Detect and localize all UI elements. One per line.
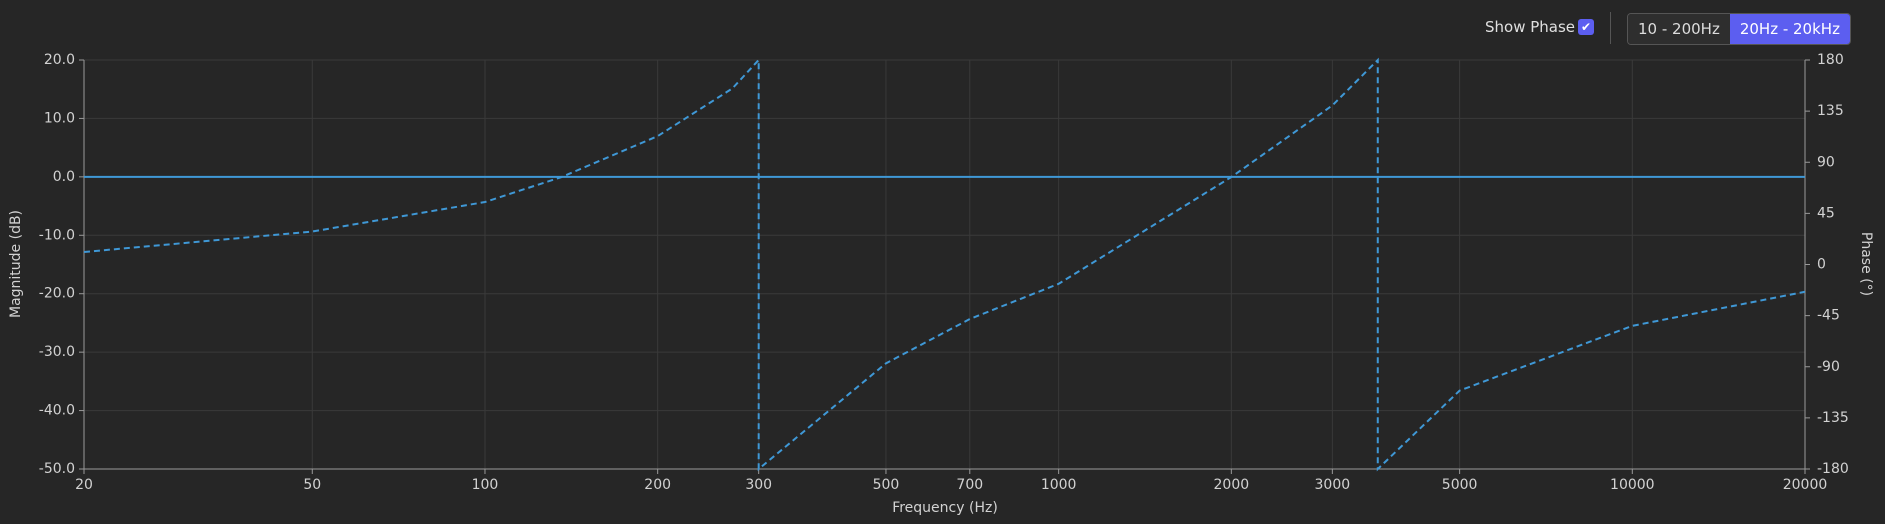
y2-tick-label: 135 xyxy=(1817,103,1844,119)
y-tick-label: 10.0 xyxy=(44,110,75,126)
y-tick-label: 20.0 xyxy=(44,52,75,68)
y-tick-label: -50.0 xyxy=(39,461,75,477)
x-tick-label: 100 xyxy=(472,477,499,493)
y-tick-label: -30.0 xyxy=(39,344,75,360)
x-tick-label: 200 xyxy=(644,477,671,493)
y-tick-label: -20.0 xyxy=(39,286,75,302)
y2-tick-label: -135 xyxy=(1817,410,1849,426)
y2-tick-label: 90 xyxy=(1817,154,1835,170)
y2-tick-label: 0 xyxy=(1817,257,1826,273)
divider xyxy=(1610,12,1611,44)
x-tick-label: 20000 xyxy=(1783,477,1828,493)
x-tick-label: 2000 xyxy=(1214,477,1250,493)
x-tick-label: 700 xyxy=(956,477,983,493)
x-tick-label: 1000 xyxy=(1041,477,1077,493)
range-button[interactable]: 10 - 200Hz xyxy=(1628,14,1730,44)
show-phase-checkbox[interactable]: ✔ xyxy=(1578,19,1594,35)
y2-tick-label: 45 xyxy=(1817,205,1835,221)
y2-axis-label: Phase (°) xyxy=(1858,232,1874,296)
range-toggle: 10 - 200Hz 20Hz - 20kHz xyxy=(1627,13,1851,45)
x-axis-label: Frequency (Hz) xyxy=(892,500,998,516)
x-tick-label: 5000 xyxy=(1442,477,1478,493)
y2-tick-label: 180 xyxy=(1817,52,1844,68)
y-tick-label: 0.0 xyxy=(53,169,75,185)
y2-tick-label: -180 xyxy=(1817,461,1849,477)
y-tick-label: -40.0 xyxy=(39,403,75,419)
y2-tick-label: -90 xyxy=(1817,359,1840,375)
y2-tick-label: -45 xyxy=(1817,308,1840,324)
y-tick-label: -10.0 xyxy=(39,227,75,243)
series-line xyxy=(83,57,1806,472)
range-button[interactable]: 20Hz - 20kHz xyxy=(1729,14,1850,44)
x-tick-label: 500 xyxy=(873,477,900,493)
x-tick-label: 3000 xyxy=(1315,477,1351,493)
x-tick-label: 50 xyxy=(303,477,321,493)
x-tick-label: 20 xyxy=(75,477,93,493)
y-axis-label: Magnitude (dB) xyxy=(8,210,24,318)
x-tick-label: 300 xyxy=(745,477,772,493)
x-tick-label: 10000 xyxy=(1610,477,1655,493)
show-phase-label[interactable]: Show Phase xyxy=(1485,18,1576,36)
